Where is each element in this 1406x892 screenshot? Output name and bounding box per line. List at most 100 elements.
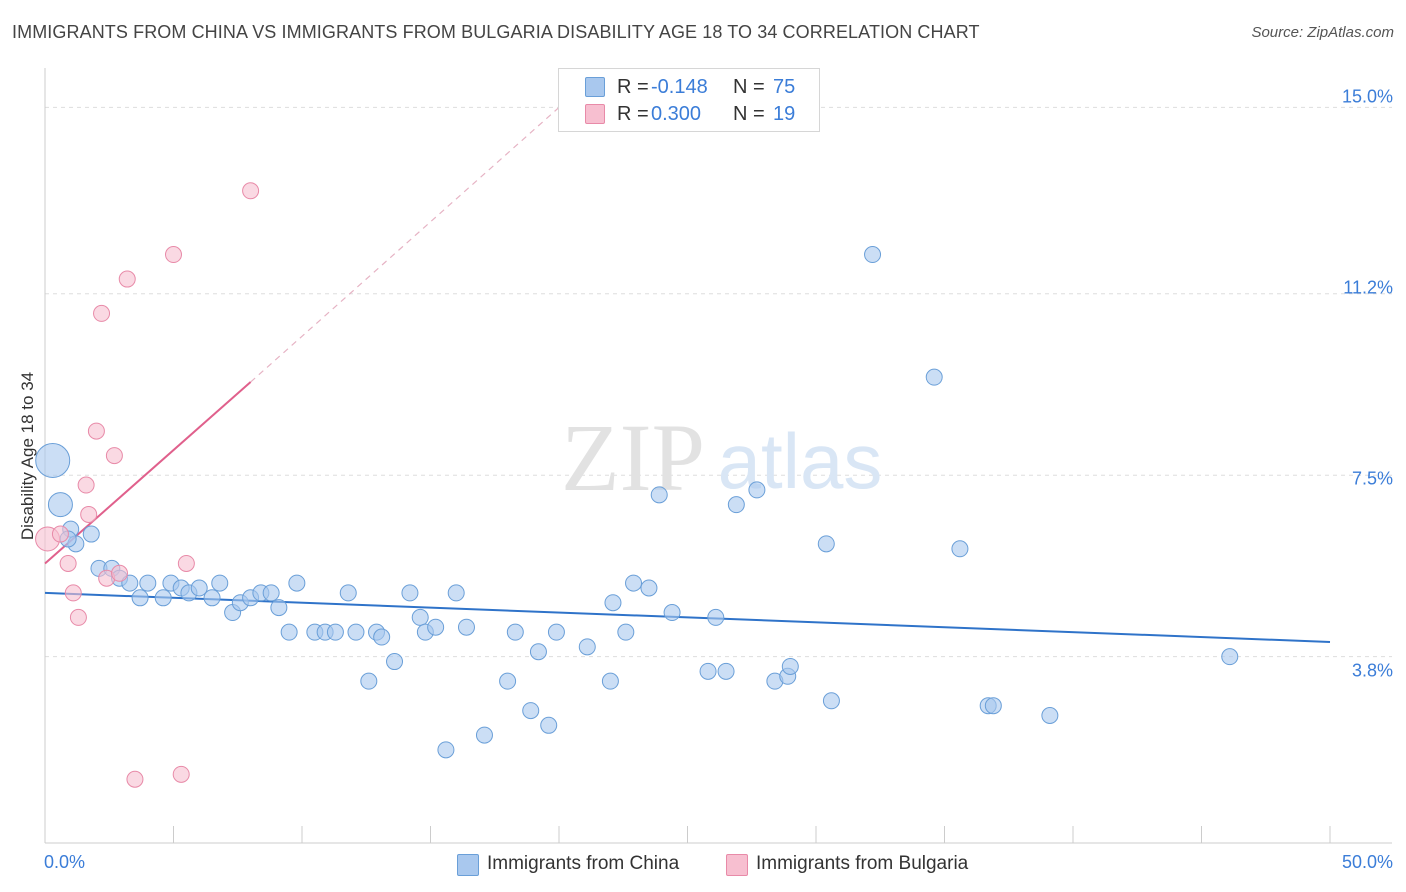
- source-note: Source: ZipAtlas.com: [1251, 24, 1394, 41]
- data-point-china-33: [373, 628, 391, 646]
- data-point-china-43: [499, 672, 517, 690]
- data-point-china-35: [401, 584, 419, 602]
- data-point-bulgaria-11: [111, 564, 129, 582]
- data-point-china-73: [1221, 648, 1239, 666]
- bulgaria-r-value: 0.300: [651, 103, 702, 125]
- data-point-china-1: [47, 492, 73, 518]
- data-point-bulgaria-3: [64, 584, 82, 602]
- data-point-china-61: [748, 481, 766, 499]
- data-point-china-50: [601, 672, 619, 690]
- data-point-china-56: [663, 604, 681, 622]
- data-point-china-4: [82, 525, 100, 543]
- data-point-bulgaria-1: [51, 525, 69, 543]
- china-r-label: R =: [617, 76, 649, 98]
- data-point-china-48: [547, 623, 565, 641]
- data-point-china-69: [951, 540, 969, 558]
- data-point-bulgaria-16: [177, 554, 195, 572]
- data-point-china-68: [925, 368, 943, 386]
- x-tick-label-min: 0.0%: [44, 852, 86, 872]
- data-point-china-53: [625, 574, 643, 592]
- data-point-china-40: [447, 584, 465, 602]
- data-point-china-36: [411, 608, 429, 626]
- trend-line-bulgaria: [44, 381, 252, 565]
- legend-label-bulgaria: Immigrants from Bulgaria: [756, 853, 969, 874]
- chart-legend: Immigrants from China Immigrants from Bu…: [0, 852, 1406, 878]
- data-point-china-52: [617, 623, 635, 641]
- data-point-bulgaria-5: [77, 476, 95, 494]
- trend-line-bulgaria-extension: [250, 106, 560, 383]
- y-tick-label-7-5: 7.5%: [1351, 468, 1393, 489]
- data-point-china-28: [326, 623, 344, 641]
- y-tick-label-3-8: 3.8%: [1351, 660, 1393, 681]
- data-point-china-65: [817, 535, 835, 553]
- china-n-value: 75: [773, 76, 796, 98]
- data-point-china-22: [262, 584, 280, 602]
- data-point-bulgaria-4: [69, 608, 87, 626]
- chart-title: IMMIGRANTS FROM CHINA VS IMMIGRANTS FROM…: [12, 22, 980, 42]
- watermark-zip: ZIP: [561, 404, 705, 511]
- trend-lines: [44, 106, 1331, 643]
- data-point-china-44: [506, 623, 524, 641]
- data-point-china-39: [437, 741, 455, 759]
- data-point-china-55: [650, 486, 668, 504]
- y-tick-label-11-2: 11.2%: [1343, 277, 1393, 298]
- data-point-china-34: [386, 653, 404, 671]
- data-point-bulgaria-14: [165, 246, 182, 264]
- bulgaria-legend-swatch: [726, 854, 748, 876]
- data-point-bulgaria-6: [80, 505, 98, 523]
- data-point-china-41: [457, 618, 475, 636]
- data-point-bulgaria-17: [242, 182, 260, 200]
- data-point-bulgaria-2: [59, 554, 77, 572]
- data-point-china-24: [280, 623, 298, 641]
- watermark: ZIP atlas: [561, 404, 882, 511]
- data-point-bulgaria-13: [126, 770, 144, 788]
- data-point-china-46: [529, 643, 547, 661]
- data-point-china-47: [540, 716, 558, 734]
- data-point-china-23: [270, 599, 288, 617]
- bulgaria-swatch: [585, 104, 605, 124]
- china-swatch: [585, 77, 605, 97]
- bulgaria-n-value: 19: [773, 103, 796, 125]
- data-point-china-15: [190, 579, 208, 597]
- data-point-china-29: [339, 584, 357, 602]
- data-point-china-8: [121, 574, 139, 592]
- data-point-china-0: [35, 443, 71, 478]
- bulgaria-r-label: R =: [617, 103, 649, 125]
- data-point-china-72: [1041, 707, 1059, 724]
- data-point-china-51: [604, 594, 622, 612]
- data-point-bulgaria-8: [93, 304, 111, 322]
- data-point-china-71: [984, 697, 1002, 715]
- data-points: [35, 182, 1239, 788]
- data-point-bulgaria-10: [105, 447, 123, 465]
- china-r-value: -0.148: [651, 76, 708, 98]
- data-point-china-25: [288, 574, 306, 592]
- data-point-china-67: [864, 246, 882, 264]
- data-point-bulgaria-12: [118, 270, 136, 288]
- data-point-china-16: [203, 589, 221, 607]
- x-tick-label-max: 50.0%: [1341, 852, 1393, 872]
- bulgaria-n-label: N =: [733, 103, 765, 125]
- data-point-china-49: [578, 638, 596, 656]
- correlation-stats-box: R = -0.148 N = 75 R = 0.300 N = 19: [558, 68, 820, 132]
- china-legend-swatch: [457, 854, 479, 876]
- grid-lines: [45, 106, 1392, 658]
- data-point-china-10: [139, 574, 157, 592]
- data-point-china-54: [640, 579, 658, 597]
- y-axis-label: Disability Age 18 to 34: [18, 371, 37, 541]
- data-point-china-59: [717, 662, 735, 680]
- data-point-china-31: [360, 672, 378, 690]
- y-tick-label-15-0: 15.0%: [1341, 86, 1393, 107]
- data-point-china-38: [427, 618, 445, 636]
- china-n-label: N =: [733, 76, 765, 98]
- data-point-china-66: [822, 692, 840, 710]
- data-point-china-11: [154, 589, 172, 607]
- data-point-china-42: [475, 726, 493, 744]
- data-point-china-57: [699, 662, 717, 680]
- watermark-atlas: atlas: [718, 417, 883, 505]
- data-point-china-45: [522, 702, 540, 720]
- data-point-china-58: [707, 608, 725, 626]
- data-point-china-60: [727, 496, 745, 514]
- data-point-china-9: [131, 589, 149, 607]
- data-point-china-17: [211, 574, 229, 592]
